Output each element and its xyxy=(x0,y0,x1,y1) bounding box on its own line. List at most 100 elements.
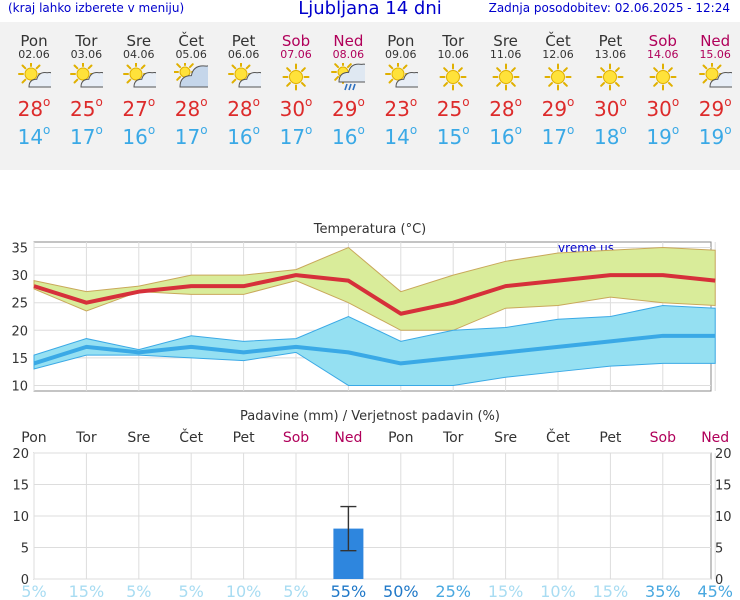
degree-mark: o xyxy=(305,95,313,109)
x-tick-label: Pet xyxy=(599,430,622,446)
precip-probability: 5% xyxy=(283,582,308,600)
degree-mark: o xyxy=(724,95,732,109)
temp-min: 19o xyxy=(646,123,680,149)
degree-mark: o xyxy=(95,95,103,109)
precip-probability: 15% xyxy=(593,582,629,600)
sun-cloud-icon xyxy=(18,63,51,88)
y-tick-label-left: 15 xyxy=(12,479,29,494)
degree-mark: o xyxy=(43,95,51,109)
day-date: 11.06 xyxy=(489,48,522,61)
cloud-sun-icon xyxy=(174,63,209,88)
day-column: Tor 03.06 25o 17o xyxy=(60,22,112,149)
sun-icon xyxy=(439,63,467,91)
sun-icon xyxy=(282,63,310,91)
day-date: 02.06 xyxy=(18,48,50,61)
sun-icon xyxy=(492,63,520,91)
day-column: Ned 15.06 29o 19o xyxy=(689,22,740,149)
degree-mark: o xyxy=(200,123,208,137)
precip-probability: 15% xyxy=(488,582,524,600)
precip-probability: 15% xyxy=(69,582,105,600)
day-date: 03.06 xyxy=(70,48,103,61)
precip-probability: 50% xyxy=(383,582,419,600)
temp-max: 27o xyxy=(122,95,156,121)
day-column: Čet 12.06 29o 17o xyxy=(532,22,584,149)
degree-mark: o xyxy=(462,95,470,109)
x-tick-label: Čet xyxy=(179,428,203,446)
temp-max: 30o xyxy=(593,95,627,121)
sun-cloud-icon xyxy=(70,63,104,88)
day-column: Ned 08.06 29o 16o xyxy=(322,22,374,149)
y-tick-label: 25 xyxy=(11,297,28,312)
degree-mark: o xyxy=(305,123,313,137)
precipitation-chart-title: Padavine (mm) / Verjetnost padavin (%) xyxy=(240,409,500,424)
temp-max: 30o xyxy=(646,95,680,121)
degree-mark: o xyxy=(147,95,156,109)
precip-probability: 5% xyxy=(126,582,151,600)
y-tick-label-left: 0 xyxy=(21,573,29,588)
x-tick-label: Tor xyxy=(442,430,464,446)
temp-min: 19o xyxy=(698,123,732,149)
degree-mark: o xyxy=(409,95,418,109)
y-tick-label: 10 xyxy=(11,379,28,394)
degree-mark: o xyxy=(147,123,156,137)
day-column: Pon 09.06 23o 14o xyxy=(375,22,427,149)
degree-mark: o xyxy=(252,95,260,109)
precip-probability: 45% xyxy=(697,582,733,600)
temp-min: 16o xyxy=(331,123,365,149)
precip-probability: 25% xyxy=(435,582,471,600)
day-date: 06.06 xyxy=(227,48,260,61)
temp-min: 17o xyxy=(279,123,313,149)
temp-min: 14o xyxy=(17,123,51,149)
temp-min: 17o xyxy=(541,123,575,149)
y-tick-label: 20 xyxy=(11,324,28,339)
max-temp-band xyxy=(33,246,716,331)
y-tick-label-right: 0 xyxy=(715,573,723,588)
x-tick-label: Čet xyxy=(546,428,570,446)
day-date: 13.06 xyxy=(594,48,627,61)
day-name: Tor xyxy=(75,32,98,50)
precip-probability: 10% xyxy=(540,582,576,600)
degree-mark: o xyxy=(43,123,51,137)
day-name: Sre xyxy=(493,32,518,50)
day-column: Pon 02.06 28o 14o xyxy=(8,22,60,149)
day-date: 04.06 xyxy=(123,48,155,61)
degree-mark: o xyxy=(671,123,680,137)
location-hint[interactable]: (kraj lahko izberete v meniju) xyxy=(8,1,185,15)
day-column: Sre 04.06 27o 16o xyxy=(113,22,165,149)
day-column: Čet 05.06 28o 17o xyxy=(165,22,217,149)
day-date: 10.06 xyxy=(437,48,469,61)
min-temp-band xyxy=(33,304,716,386)
error-bar xyxy=(340,505,357,552)
x-tick-label: Ned xyxy=(334,430,362,446)
y-tick-label-left: 10 xyxy=(12,510,29,525)
degree-mark: o xyxy=(462,123,470,137)
y-tick-label-left: 20 xyxy=(12,447,29,462)
y-tick-label: 35 xyxy=(11,242,28,257)
temp-max: 28o xyxy=(227,95,260,121)
day-column: Pet 06.06 28o 16o xyxy=(218,22,270,149)
temp-max: 29o xyxy=(331,95,365,121)
precip-probability: 5% xyxy=(179,582,204,600)
x-tick-label: Sob xyxy=(283,430,309,446)
day-date: 08.06 xyxy=(332,48,365,61)
degree-mark: o xyxy=(724,123,732,137)
temp-min: 14o xyxy=(384,123,418,149)
degree-mark: o xyxy=(357,95,365,109)
day-name: Čet xyxy=(178,32,204,50)
day-name: Pet xyxy=(231,32,256,50)
x-tick-label: Ned xyxy=(701,430,729,446)
y-tick-label-right: 15 xyxy=(715,479,732,494)
temp-max: 29o xyxy=(541,95,575,121)
sun-cloud-icon xyxy=(699,63,733,88)
rain-cloud-icon xyxy=(331,63,366,91)
day-name: Ned xyxy=(700,32,731,50)
min-temp-line xyxy=(33,333,716,366)
x-tick-label: Pon xyxy=(388,430,413,446)
degree-mark: o xyxy=(619,123,627,137)
degree-mark: o xyxy=(252,123,260,137)
day-name: Sre xyxy=(126,32,152,50)
temp-min: 17o xyxy=(174,123,208,149)
temp-max: 29o xyxy=(698,95,732,121)
day-column: Tor 10.06 25o 15o xyxy=(427,22,479,149)
